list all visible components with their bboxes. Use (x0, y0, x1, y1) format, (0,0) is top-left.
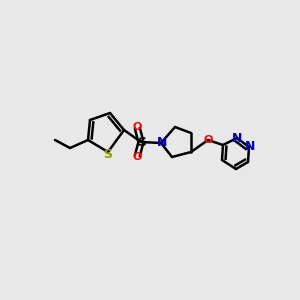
Text: O: O (132, 122, 142, 132)
Text: O: O (203, 135, 213, 145)
Text: S: S (103, 148, 112, 160)
Text: O: O (132, 152, 142, 162)
Text: N: N (232, 131, 242, 145)
Text: N: N (157, 136, 167, 149)
Text: N: N (245, 140, 255, 154)
Text: S: S (137, 136, 146, 148)
